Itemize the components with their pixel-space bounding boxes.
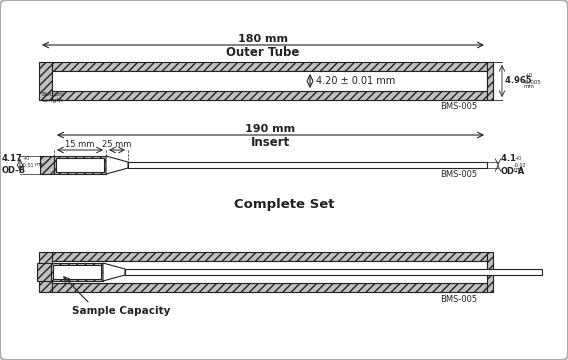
Text: mm: mm <box>524 84 535 89</box>
Text: 180 mm: 180 mm <box>238 34 288 44</box>
Text: 4.1: 4.1 <box>501 154 519 163</box>
Bar <box>52 62 487 71</box>
Text: 15 mm: 15 mm <box>65 140 95 149</box>
Text: -0.01: -0.01 <box>22 163 35 168</box>
Text: Sample Capacity: Sample Capacity <box>72 306 170 316</box>
Text: mm: mm <box>34 162 44 166</box>
Bar <box>53 265 101 279</box>
Text: Bottom
Length: Bottom Length <box>41 92 64 103</box>
Bar <box>52 71 487 91</box>
Bar <box>56 158 104 172</box>
Bar <box>128 162 487 168</box>
Text: 25 mm: 25 mm <box>102 140 132 149</box>
Text: BMS-005: BMS-005 <box>440 102 477 111</box>
Bar <box>37 263 51 281</box>
Text: -0.005: -0.005 <box>524 80 542 85</box>
Bar <box>52 261 487 283</box>
Bar <box>487 62 493 100</box>
Text: +0: +0 <box>524 73 532 78</box>
Text: Insert: Insert <box>251 136 290 149</box>
Text: 4.965: 4.965 <box>505 76 534 85</box>
Text: +0: +0 <box>514 156 521 161</box>
Bar <box>40 156 54 174</box>
Text: OD-A: OD-A <box>501 167 525 176</box>
Bar <box>52 283 487 292</box>
Text: Outer Tube: Outer Tube <box>226 46 300 59</box>
Text: 4.17: 4.17 <box>2 154 23 163</box>
Text: 4.20 ± 0.01 mm: 4.20 ± 0.01 mm <box>316 76 395 86</box>
Text: -0.02: -0.02 <box>514 163 527 168</box>
Bar <box>52 91 487 100</box>
Polygon shape <box>106 156 128 174</box>
Text: mm: mm <box>514 167 524 172</box>
Text: Complete Set: Complete Set <box>234 198 334 211</box>
Bar <box>487 252 493 292</box>
Text: 190 mm: 190 mm <box>245 124 295 134</box>
Polygon shape <box>103 263 125 281</box>
Bar <box>52 252 487 261</box>
Text: OD-B: OD-B <box>2 166 26 175</box>
Text: BMS-005: BMS-005 <box>440 170 477 179</box>
Bar <box>51 263 103 281</box>
Bar <box>54 156 106 174</box>
Bar <box>125 269 542 275</box>
Text: BMS-005: BMS-005 <box>440 295 477 304</box>
Bar <box>39 252 52 292</box>
Bar <box>39 62 52 100</box>
Text: +0: +0 <box>22 156 29 161</box>
